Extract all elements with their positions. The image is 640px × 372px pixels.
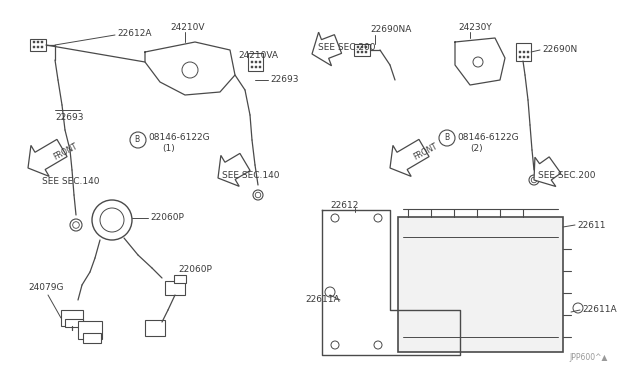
Text: 24079G: 24079G — [28, 283, 63, 292]
Bar — [248, 53, 262, 71]
Bar — [365, 51, 367, 53]
Text: 22612: 22612 — [330, 201, 358, 209]
Bar — [250, 66, 253, 68]
Bar — [78, 321, 102, 339]
Circle shape — [73, 222, 79, 228]
Bar — [527, 56, 529, 58]
Text: 24230Y: 24230Y — [458, 23, 492, 32]
Bar — [522, 51, 525, 53]
Bar — [518, 56, 520, 58]
Text: (2): (2) — [470, 144, 483, 153]
Polygon shape — [534, 157, 561, 186]
Text: FRONT: FRONT — [52, 142, 79, 162]
Circle shape — [130, 132, 146, 148]
Text: 22612A: 22612A — [117, 29, 152, 38]
Bar — [61, 310, 83, 326]
Polygon shape — [312, 32, 342, 66]
Bar — [65, 319, 83, 327]
Bar — [259, 66, 260, 68]
Text: B: B — [134, 135, 140, 144]
Polygon shape — [28, 140, 67, 176]
Bar — [83, 333, 101, 343]
Circle shape — [473, 57, 483, 67]
Bar — [255, 66, 257, 68]
Text: B: B — [444, 134, 449, 142]
Bar — [361, 51, 363, 53]
Bar — [37, 41, 39, 43]
Circle shape — [374, 214, 382, 222]
Bar — [250, 61, 253, 63]
Text: SEE SEC.200: SEE SEC.200 — [318, 44, 376, 52]
Bar — [30, 39, 46, 51]
Bar — [365, 46, 367, 48]
Circle shape — [255, 192, 260, 198]
Circle shape — [529, 175, 539, 185]
Circle shape — [531, 177, 537, 183]
Text: 08146-6122G: 08146-6122G — [457, 134, 518, 142]
Text: 22611A: 22611A — [582, 305, 616, 314]
Text: 22611A: 22611A — [305, 295, 340, 305]
Text: 08146-6122G: 08146-6122G — [148, 134, 210, 142]
Bar — [357, 46, 359, 48]
Bar — [357, 51, 359, 53]
Bar — [33, 41, 35, 43]
Bar — [361, 46, 363, 48]
Text: (1): (1) — [162, 144, 175, 153]
Text: 22693: 22693 — [55, 113, 83, 122]
Circle shape — [182, 62, 198, 78]
Circle shape — [325, 287, 335, 297]
Bar — [259, 61, 260, 63]
Text: 22060P: 22060P — [178, 266, 212, 275]
Bar — [354, 44, 370, 56]
Text: SEE SEC.140: SEE SEC.140 — [42, 177, 99, 186]
Bar — [41, 46, 43, 48]
Circle shape — [253, 190, 263, 200]
Bar — [41, 41, 43, 43]
Bar — [165, 281, 185, 295]
Bar — [515, 43, 531, 61]
Text: 22611: 22611 — [577, 221, 605, 230]
Bar — [174, 275, 186, 283]
Text: FRONT: FRONT — [412, 142, 439, 162]
Text: 22690N: 22690N — [542, 45, 577, 55]
Bar — [37, 46, 39, 48]
Text: 22690NA: 22690NA — [370, 26, 412, 35]
Bar — [527, 51, 529, 53]
Text: SEE SEC.200: SEE SEC.200 — [538, 170, 595, 180]
Polygon shape — [390, 140, 429, 176]
Circle shape — [331, 214, 339, 222]
Text: 22693: 22693 — [270, 76, 298, 84]
Text: JPP600^▲: JPP600^▲ — [570, 353, 608, 362]
Text: 22060P: 22060P — [150, 214, 184, 222]
Text: 24210VA: 24210VA — [238, 51, 278, 60]
Circle shape — [70, 219, 82, 231]
Bar — [255, 61, 257, 63]
Circle shape — [374, 341, 382, 349]
Circle shape — [100, 208, 124, 232]
Polygon shape — [218, 153, 250, 186]
Circle shape — [92, 200, 132, 240]
Bar — [398, 217, 563, 352]
Circle shape — [331, 341, 339, 349]
Text: SEE SEC.140: SEE SEC.140 — [222, 170, 280, 180]
Bar — [145, 320, 165, 336]
Bar — [522, 56, 525, 58]
Bar — [33, 46, 35, 48]
Circle shape — [573, 303, 583, 313]
Bar — [518, 51, 520, 53]
Text: 24210V: 24210V — [170, 23, 205, 32]
Circle shape — [439, 130, 455, 146]
